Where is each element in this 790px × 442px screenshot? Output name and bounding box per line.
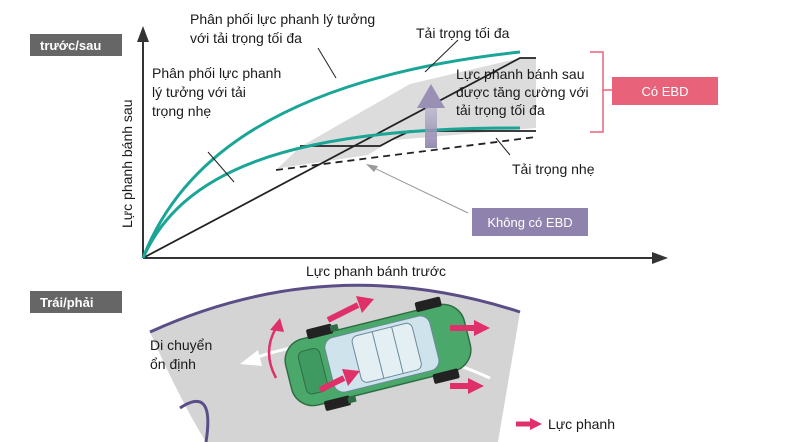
road-edge-inner [179,400,210,442]
label-ideal-max-load-line-2: với tải trọng tối đa [190,30,302,46]
label-max-load: Tải trọng tối đa [416,25,510,41]
label-light-load: Tải trọng nhẹ [512,161,595,177]
car-top-view [284,296,472,411]
road-centre-arrowhead [240,350,262,366]
section-tag-front-rear: trước/sau [30,34,122,56]
label-ideal-light-load-line-2: lý tưởng với tải [152,84,246,100]
label-stable-motion: Di chuyển ổn định [150,337,216,372]
road-edge-outer [149,283,521,334]
without-ebd-line [275,136,537,171]
proportioning-line [142,57,536,259]
rotation-arrow [267,327,278,379]
badge-with-ebd: Có EBD [612,77,718,105]
section-tag-left-right-label: Trái/phải [40,295,93,310]
leader-ideal-light [207,151,235,183]
x-axis-arrowhead [652,252,668,264]
label-ideal-light-load-line-3: trọng nhẹ [152,103,211,119]
rotation-arrowhead [270,318,284,332]
label-rear-boost-line-1: Lực phanh bánh sau [456,66,584,82]
label-ideal-max-load-line-1: Phân phối lực phanh lý tưởng [190,11,375,27]
brake-force-legend: Lực phanh [516,416,615,432]
badge-without-ebd-label: Không có EBD [487,215,572,230]
force-arrow-front-right [318,369,360,393]
section-tag-front-rear-label: trước/sau [40,38,101,53]
ideal-curve-max-load [141,50,521,259]
badge-with-ebd-label: Có EBD [642,84,689,99]
y-axis-arrowhead [137,26,149,42]
light-load-actual-line [300,130,536,147]
label-rear-boost-line-2: được tăng cường với [456,84,589,100]
leader-ideal-max [317,47,337,79]
force-arrow-front-left [326,296,374,323]
ebd-bracket [590,51,604,133]
label-rear-boost-line-3: tải trọng tối đa [456,102,545,118]
label-ideal-light-load-line-1: Phân phối lực phanh [152,65,281,81]
leader-without-ebd [369,165,469,214]
force-arrow-rear-left [450,320,490,336]
force-arrow-rear-right [450,378,484,394]
label-rear-boost: Lực phanh bánh sau được tăng cường với t… [456,66,593,118]
leader-without-ebd-arrowhead [366,164,378,172]
label-ideal-light-load: Phân phối lực phanh lý tưởng với tải trọ… [152,65,285,119]
x-axis-label: Lực phanh bánh trước [306,263,446,279]
rear-boost-arrow [417,84,445,148]
brake-distribution-chart: Lực phanh bánh sau Lực phanh bánh trước … [119,11,718,279]
label-ideal-max-load: Phân phối lực phanh lý tưởng với tải trọ… [190,11,379,46]
leader-light-load [495,137,511,156]
label-stable-motion-line-1: Di chuyển [150,337,212,353]
leader-max-load [424,39,459,73]
cornering-illustration: Di chuyển ổn định Lực phanh [149,283,615,442]
brake-force-legend-label: Lực phanh [548,416,615,432]
y-axis-label: Lực phanh bánh sau [119,100,135,228]
section-tag-left-right: Trái/phải [30,291,122,313]
label-stable-motion-line-2: ổn định [150,356,196,372]
badge-without-ebd: Không có EBD [472,208,588,236]
